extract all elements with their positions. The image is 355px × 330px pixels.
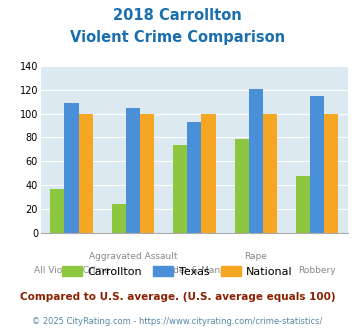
Text: Compared to U.S. average. (U.S. average equals 100): Compared to U.S. average. (U.S. average …: [20, 292, 335, 302]
Bar: [201, 114, 215, 233]
Bar: [296, 176, 310, 233]
Bar: [65, 103, 78, 233]
Text: Murder & Mans...: Murder & Mans...: [156, 266, 233, 275]
Bar: [249, 89, 263, 233]
Bar: [173, 145, 187, 233]
Bar: [112, 204, 126, 233]
Bar: [263, 114, 277, 233]
Bar: [50, 189, 65, 233]
Bar: [235, 139, 249, 233]
Text: All Violent Crime: All Violent Crime: [34, 266, 109, 275]
Bar: [310, 96, 324, 233]
Text: Rape: Rape: [244, 252, 267, 261]
Text: Violent Crime Comparison: Violent Crime Comparison: [70, 30, 285, 45]
Text: © 2025 CityRating.com - https://www.cityrating.com/crime-statistics/: © 2025 CityRating.com - https://www.city…: [32, 317, 323, 326]
Bar: [324, 114, 338, 233]
Legend: Carrollton, Texas, National: Carrollton, Texas, National: [58, 261, 297, 281]
Bar: [126, 108, 140, 233]
Text: 2018 Carrollton: 2018 Carrollton: [113, 8, 242, 23]
Bar: [187, 122, 201, 233]
Bar: [140, 114, 154, 233]
Bar: [78, 114, 93, 233]
Text: Robbery: Robbery: [299, 266, 336, 275]
Text: Aggravated Assault: Aggravated Assault: [89, 252, 177, 261]
